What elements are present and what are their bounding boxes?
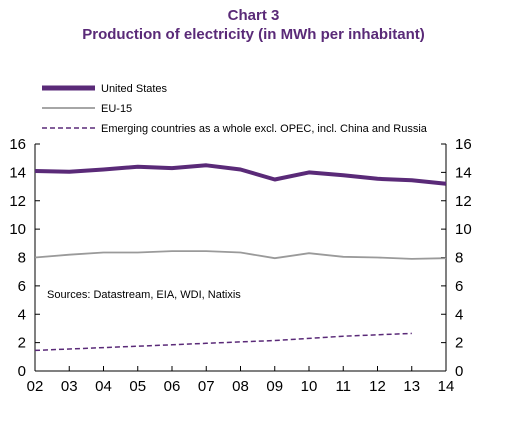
y-right-tick-label: 16 (455, 136, 472, 153)
y-axis-left-ticks: 0 2 4 6 8 10 12 14 16 (9, 136, 40, 380)
y-right-tick-label: 6 (455, 278, 463, 295)
x-tick-label: 08 (232, 378, 249, 395)
y-left-tick-label: 14 (9, 164, 26, 181)
source-note: Sources: Datastream, EIA, WDI, Natixis (47, 289, 241, 301)
y-right-tick-label: 2 (455, 335, 463, 352)
x-tick-label: 02 (27, 378, 44, 395)
y-axis-right-ticks: 0 2 4 6 8 10 12 14 16 (441, 136, 472, 380)
y-left-tick-label: 10 (9, 221, 26, 238)
legend-label-eu-15: EU-15 (101, 103, 132, 115)
y-left-tick-label: 4 (18, 306, 26, 323)
united-states-line (34, 163, 447, 186)
x-tick-label: 14 (438, 378, 455, 395)
y-left-tick-label: 12 (9, 193, 26, 210)
y-left-tick-label: 2 (18, 335, 26, 352)
x-tick-label: 05 (129, 378, 146, 395)
y-right-tick-label: 10 (455, 221, 472, 238)
y-left-tick-label: 0 (18, 363, 26, 380)
legend: United States EU-15 Emerging countries a… (42, 83, 428, 135)
y-right-tick-label: 14 (455, 164, 472, 181)
title-block: Chart 3 Production of electricity (in MW… (0, 6, 507, 44)
eu-15-line (34, 250, 447, 260)
y-right-tick-label: 0 (455, 363, 463, 380)
x-tick-label: 12 (369, 378, 386, 395)
legend-label-united-states: United States (101, 83, 168, 95)
x-tick-label: 04 (95, 378, 112, 395)
y-left-tick-label: 6 (18, 278, 26, 295)
chart-title: Chart 3 (227, 7, 280, 24)
x-tick-label: 07 (198, 378, 215, 395)
x-tick-label: 13 (403, 378, 420, 395)
y-left-tick-label: 16 (9, 136, 26, 153)
y-left-tick-label: 8 (18, 250, 26, 267)
x-tick-label: 10 (301, 378, 318, 395)
x-tick-label: 03 (61, 378, 78, 395)
chart-subtitle: Production of electricity (in MWh per in… (82, 26, 425, 43)
y-right-tick-label: 8 (455, 250, 463, 267)
x-tick-label: 09 (266, 378, 283, 395)
x-tick-label: 06 (164, 378, 181, 395)
y-right-tick-label: 12 (455, 193, 472, 210)
emerging-countries-line (34, 332, 412, 352)
x-tick-label: 11 (335, 378, 351, 395)
series-lines (34, 163, 447, 352)
legend-label-emerging: Emerging countries as a whole excl. OPEC… (101, 123, 428, 135)
x-axis-ticks: 02 03 04 05 06 07 08 09 10 11 12 13 14 (27, 366, 455, 395)
y-right-tick-label: 4 (455, 306, 463, 323)
